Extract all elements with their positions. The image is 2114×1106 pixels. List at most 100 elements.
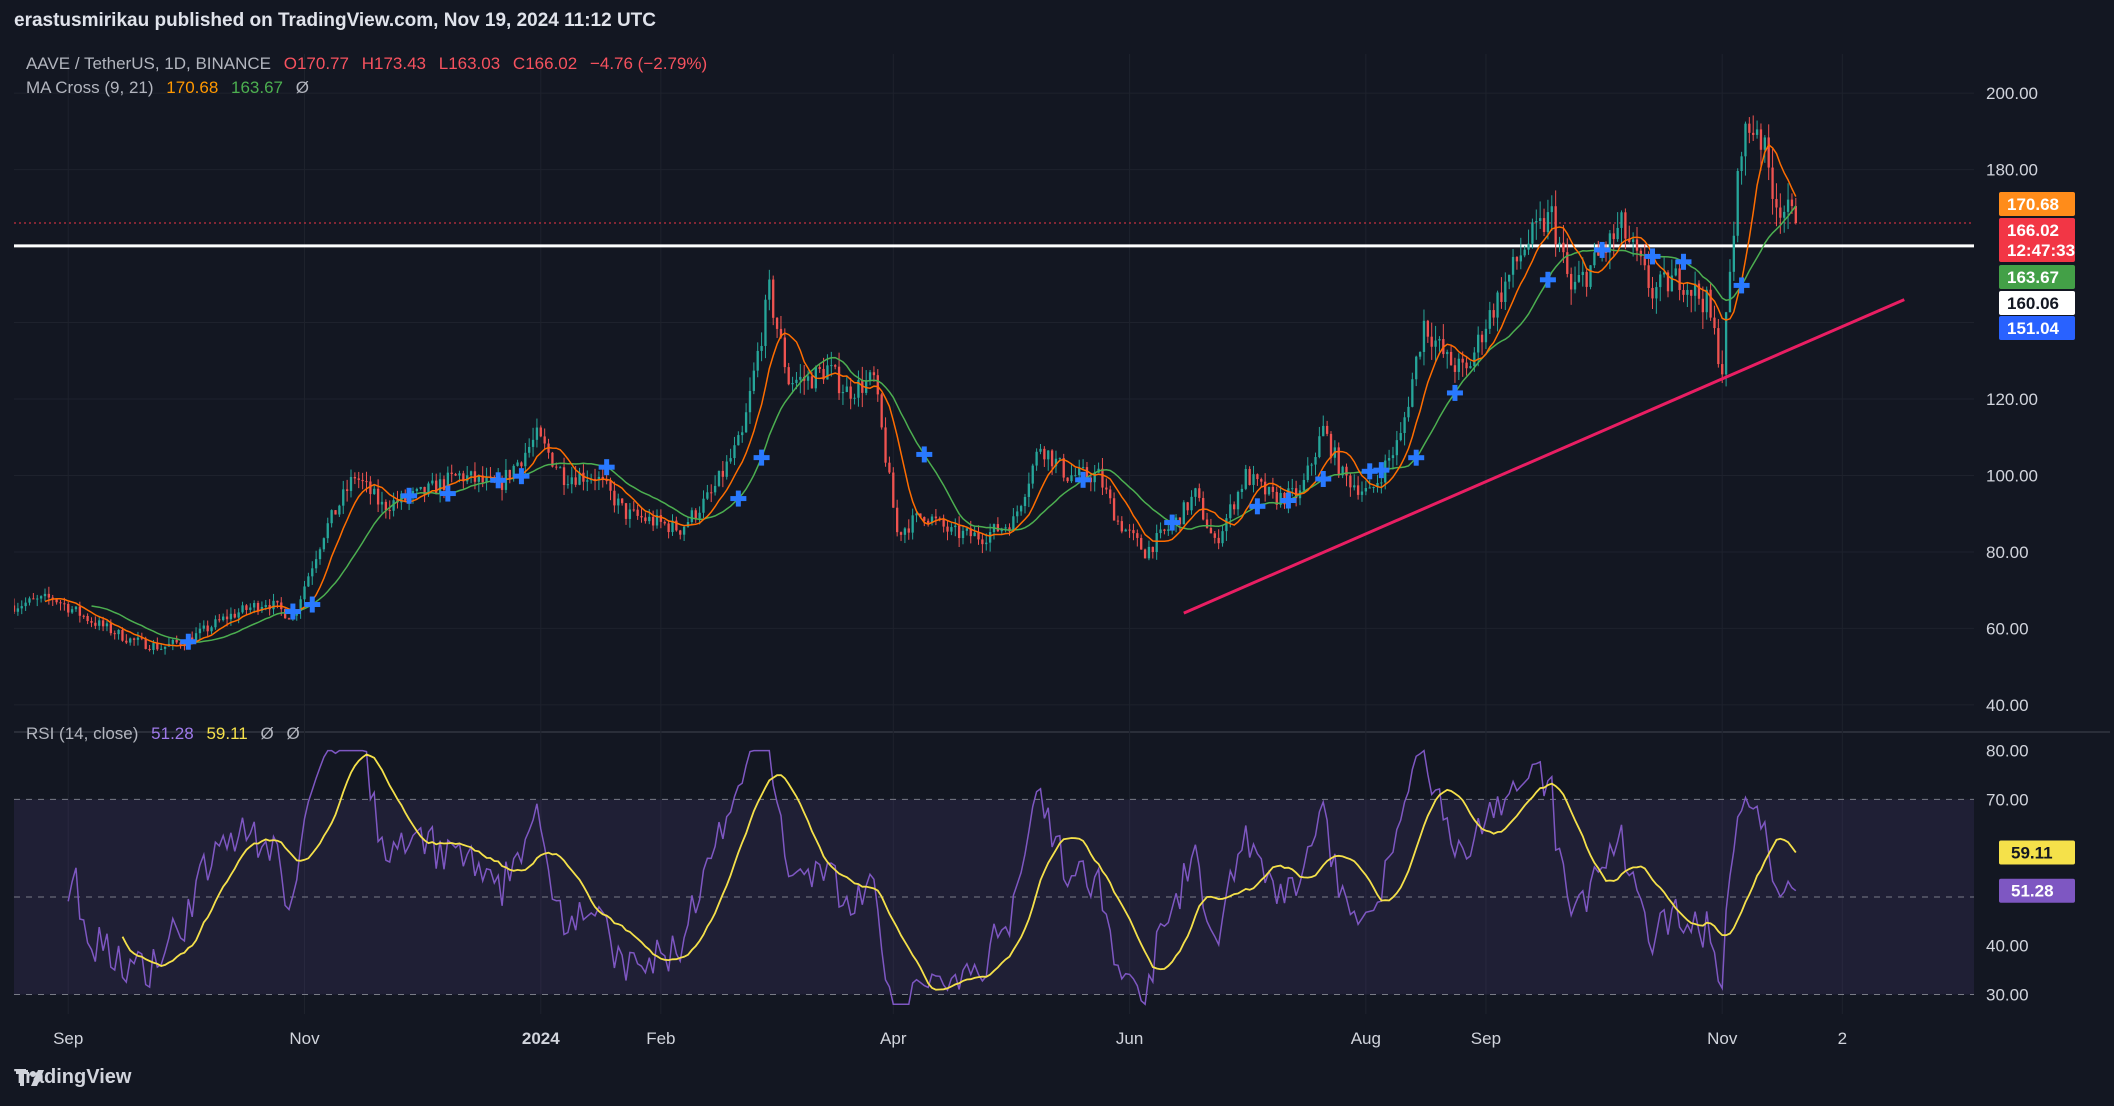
rsi-tag: 59.11 (1999, 840, 2075, 865)
candle-body (229, 613, 233, 620)
candle-body (679, 530, 682, 535)
candle-body (55, 599, 58, 603)
candle-body (28, 598, 31, 603)
candle-body (818, 367, 821, 369)
candle-body (1356, 485, 1360, 495)
ma-cross-marker (1675, 253, 1692, 270)
candle-body (566, 484, 570, 486)
candle-body (260, 606, 264, 611)
candle-body (1260, 479, 1263, 482)
candle-body (539, 427, 542, 437)
candle-body (934, 516, 938, 519)
tradingview-brand[interactable]: TradingView (14, 1066, 131, 1089)
ma-cross-marker (284, 603, 301, 620)
ma-slow-line[interactable] (91, 205, 1797, 643)
main-legend: AAVE / TetherUS, 1D, BINANCE O170.77 H17… (26, 54, 715, 74)
candle-body (1484, 328, 1488, 343)
candle-body (86, 615, 89, 622)
candle-body (1039, 448, 1042, 452)
candle-body (1682, 290, 1685, 295)
candle-body (1624, 212, 1627, 239)
candle-body (136, 637, 140, 640)
candle-body (361, 479, 364, 482)
candle-body (586, 480, 589, 482)
candle-body (1128, 529, 1131, 531)
ma-cross-marker (1075, 471, 1092, 488)
candle-body (1589, 265, 1592, 287)
legend-ma-name[interactable]: MA Cross (9, 21) (26, 78, 154, 97)
cross-v (1649, 248, 1655, 265)
candle-body (559, 467, 562, 469)
rsi-axis-label: 40.00 (1986, 937, 2029, 956)
price-tag-box (1999, 265, 2075, 289)
ma-cross-marker (401, 487, 418, 504)
candle-body (748, 390, 752, 413)
legend-rsi-name[interactable]: RSI (14, close) (26, 724, 139, 743)
candle-body (202, 625, 205, 629)
candle-body (326, 523, 329, 539)
candle-body (218, 619, 221, 621)
candle-body (888, 462, 891, 473)
candle-body (431, 480, 434, 484)
candle-body (1236, 491, 1240, 510)
rsi-tag-box (1999, 878, 2075, 903)
candle-body (551, 452, 554, 467)
candle-body (98, 620, 101, 626)
candle-body (686, 522, 690, 527)
candle-body (919, 513, 922, 518)
candle-body (458, 473, 461, 476)
candle-body (1318, 436, 1321, 458)
candle-body (1314, 457, 1317, 465)
candle-body (961, 530, 965, 539)
ma-cross-marker (1280, 492, 1297, 509)
candle-body (899, 532, 903, 535)
candle-body (94, 622, 97, 626)
candle-body (1736, 171, 1739, 236)
candle-body (264, 605, 267, 607)
candle-body (1294, 488, 1298, 499)
cross-v (495, 472, 501, 489)
price-tag: 170.68 (1999, 192, 2075, 216)
candle-body (485, 476, 488, 483)
candle-body (1724, 312, 1728, 375)
rsi-ma-line[interactable] (121, 753, 1797, 991)
cross-v (518, 468, 524, 485)
rsi-legend: RSI (14, close) 51.28 59.11 Ø Ø (26, 724, 308, 744)
candle-body (1577, 275, 1581, 282)
candle-body (1469, 366, 1472, 369)
price-tag-box (1999, 291, 2075, 315)
ma-fast-line[interactable] (44, 143, 1797, 647)
candle-body (1229, 504, 1232, 519)
candle-body (152, 643, 155, 650)
candle-body (388, 510, 391, 512)
candle-body (1116, 520, 1120, 522)
rsi-line[interactable] (67, 749, 1797, 1006)
candle-body (481, 475, 484, 483)
legend-symbol[interactable]: AAVE / TetherUS, 1D, BINANCE (26, 54, 272, 73)
candle-body (1345, 466, 1348, 476)
candle-body (682, 526, 686, 535)
candle-body (911, 515, 914, 533)
chart-panel[interactable]: 200.00 180.00 120.00 100.00 80.00 60.00 40.00 1… (14, 44, 2110, 1056)
cross-v (1378, 462, 1384, 479)
chart-svg[interactable]: 200.00 180.00 120.00 100.00 80.00 60.00 40.00 1… (14, 44, 2110, 1056)
ascending-trendline[interactable] (1183, 298, 1905, 615)
ma-cross-marker (730, 490, 747, 507)
candle-body (353, 476, 357, 479)
price-tag-box (1999, 192, 2075, 216)
candle-body (1093, 472, 1096, 483)
rsi-tag-value: 51.28 (2011, 882, 2054, 901)
candle-body (1395, 440, 1399, 456)
candle-body (1647, 265, 1650, 288)
candle-body (659, 515, 663, 522)
candle-body (1190, 496, 1193, 511)
candle-body (345, 489, 349, 491)
candle-body (857, 380, 860, 398)
candle-body (1531, 222, 1534, 244)
candle-body (1407, 406, 1410, 418)
candle-body (36, 598, 39, 600)
candle-body (1132, 530, 1135, 534)
candle-body (837, 366, 841, 394)
candle-body (1310, 464, 1313, 466)
candle-body (1674, 268, 1677, 276)
